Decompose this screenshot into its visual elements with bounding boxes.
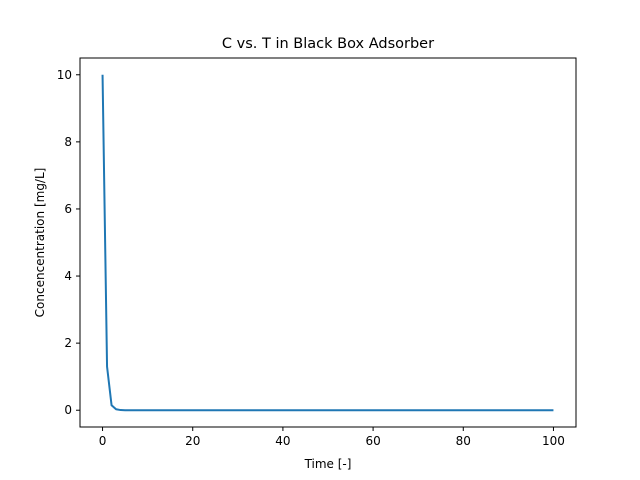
y-tick-label: 8 (64, 135, 72, 149)
series-line (101, 74, 554, 412)
x-tick-label: 40 (275, 434, 290, 448)
axis-ticks: 0 20 40 60 80 100 0 2 4 6 8 10 (57, 68, 565, 448)
plot-frame (79, 57, 577, 428)
y-tick-label: 10 (57, 68, 72, 82)
chart-title: C vs. T in Black Box Adsorber (222, 36, 434, 52)
y-tick-label: 0 (64, 403, 72, 417)
x-tick-label: 80 (456, 434, 471, 448)
y-axis-label: Concencentration [mg/L] (33, 168, 47, 318)
x-tick-label: 60 (365, 434, 380, 448)
y-tick-label: 2 (64, 336, 72, 350)
y-tick-label: 4 (64, 269, 72, 283)
x-axis-label: Time [-] (304, 457, 352, 471)
y-tick-label: 6 (64, 202, 72, 216)
x-tick-label: 100 (542, 434, 565, 448)
plot-area (101, 74, 554, 412)
x-tick-label: 0 (99, 434, 107, 448)
x-tick-label: 20 (185, 434, 200, 448)
